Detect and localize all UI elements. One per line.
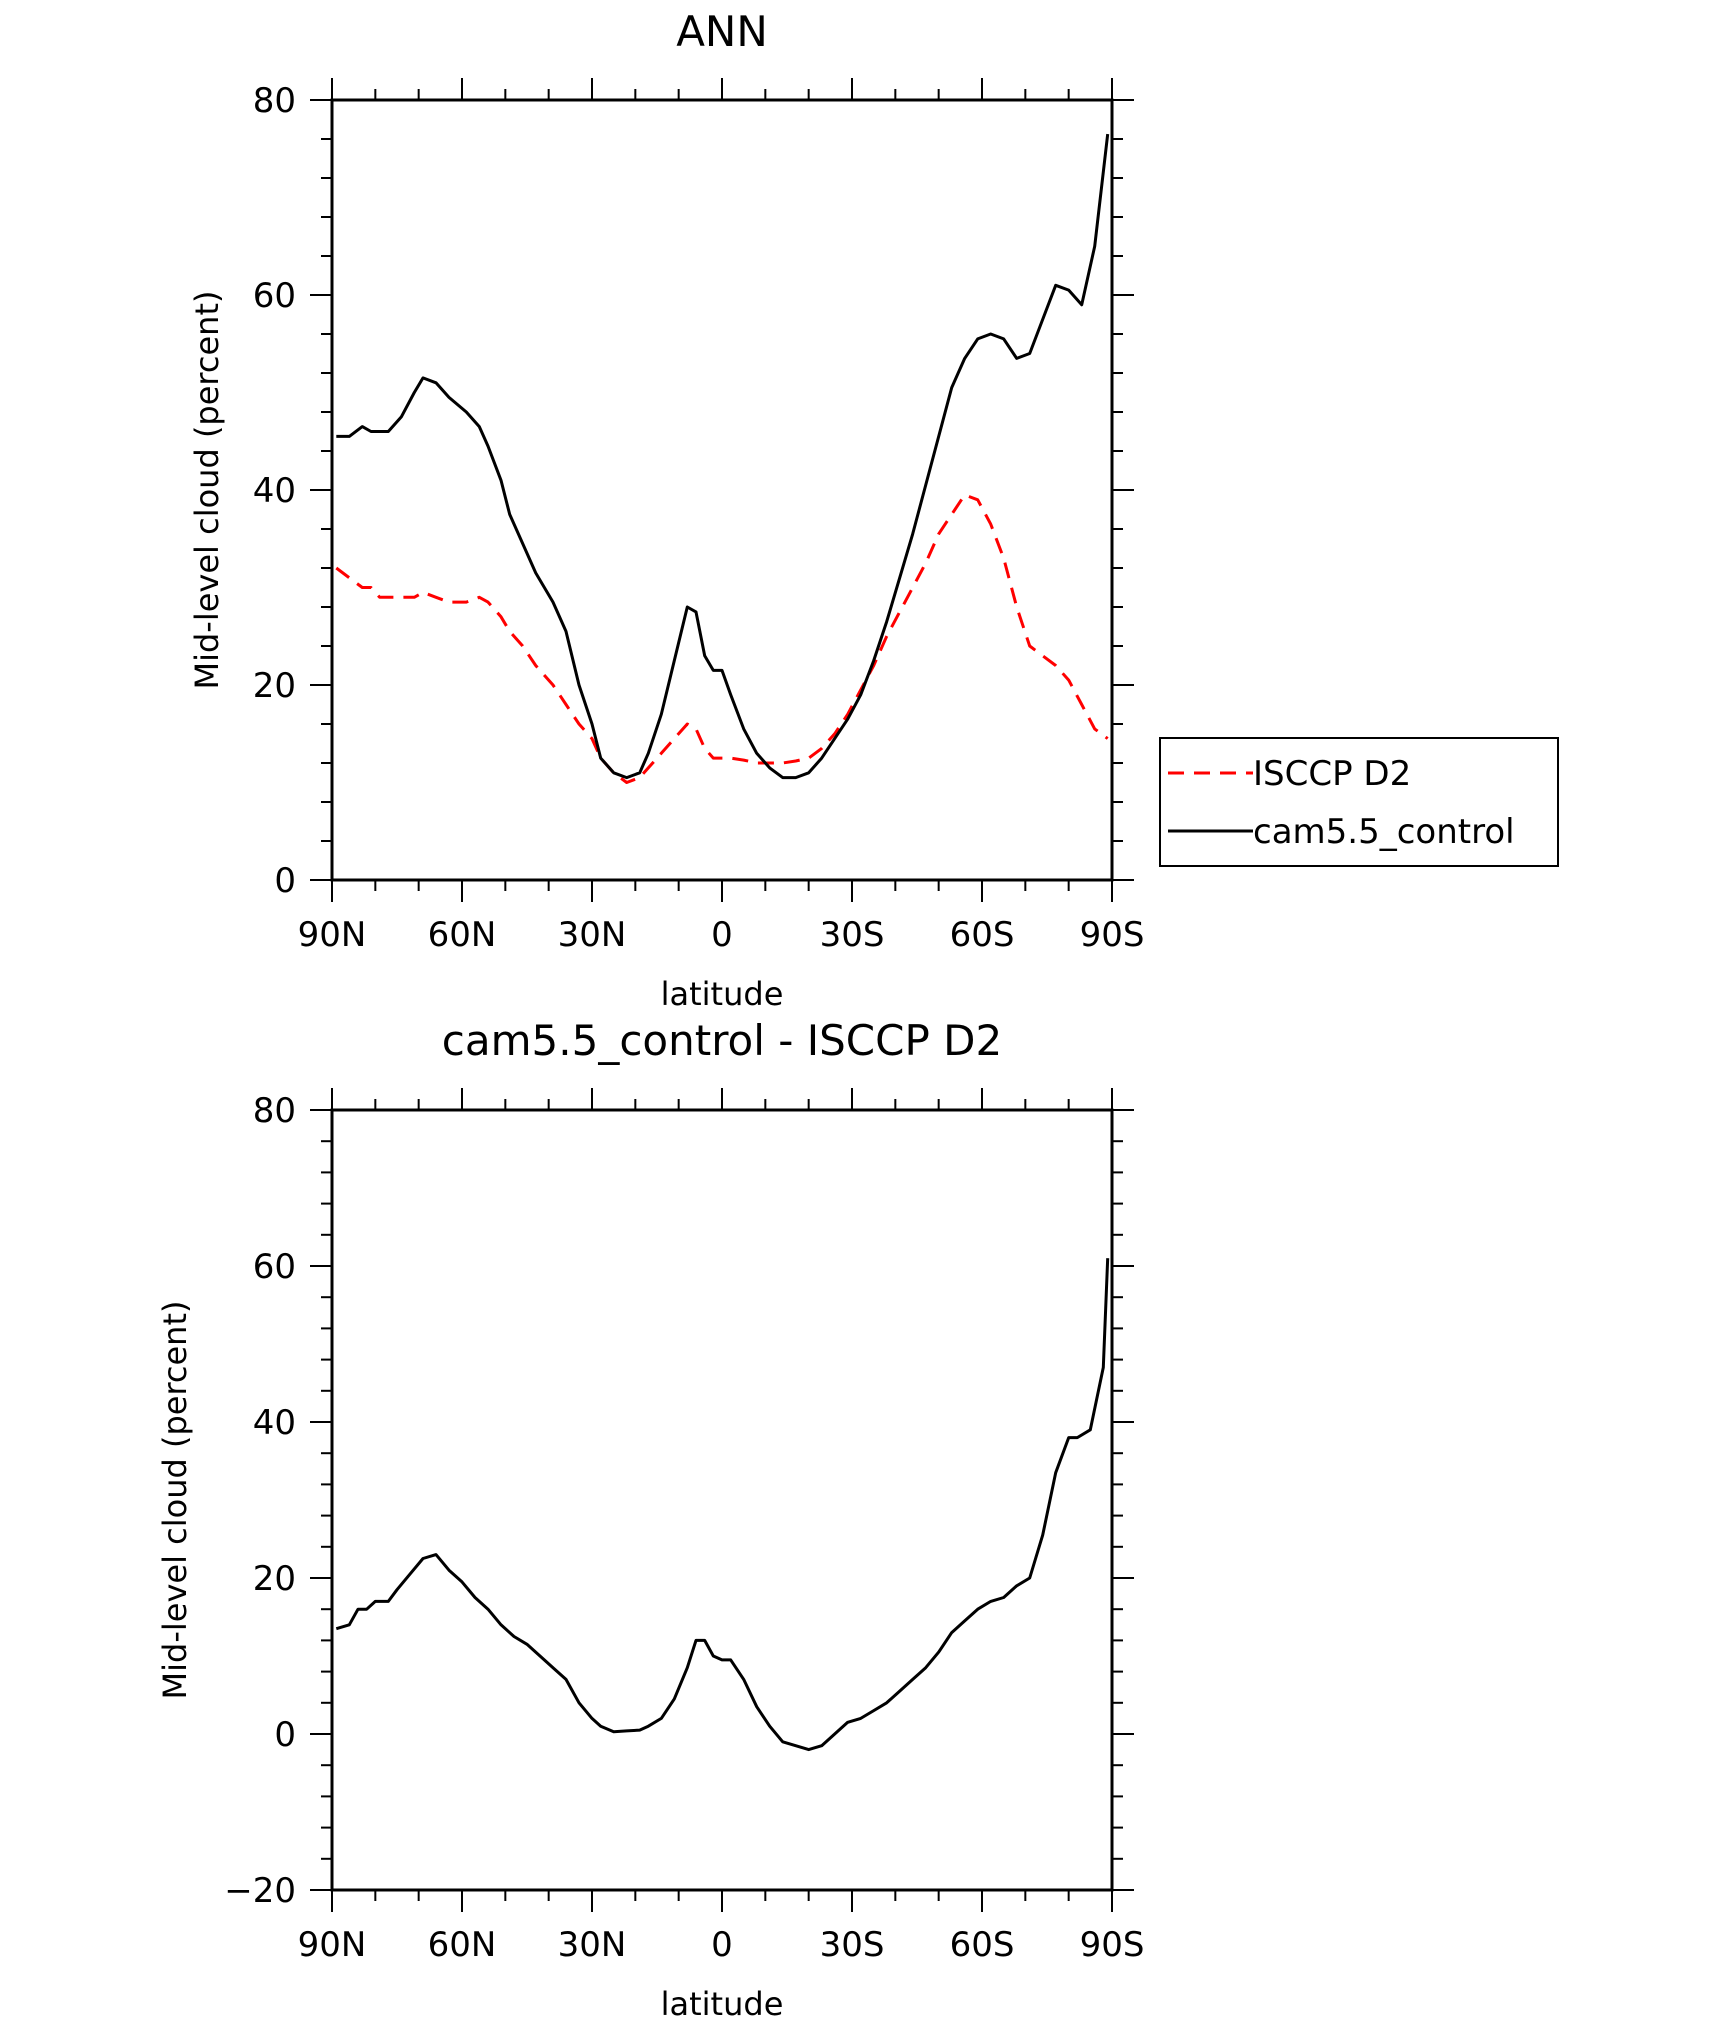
x-tick-label: 30N <box>558 915 627 955</box>
y-tick-label: 60 <box>253 276 296 316</box>
x-tick-label: 60N <box>428 915 497 955</box>
y-tick-label: 0 <box>274 1715 296 1755</box>
x-tick-label: 90N <box>298 1925 367 1965</box>
y-tick-label: 40 <box>253 471 296 511</box>
chart-title: cam5.5_control - ISCCP D2 <box>442 1016 1002 1065</box>
legend-label-isccp: ISCCP D2 <box>1253 754 1411 794</box>
legend-box <box>1159 737 1559 867</box>
y-tick-label: 20 <box>253 666 296 706</box>
plot-area: 0 20 40 60 80 90N 60N 30N 0 30S 60S 90S <box>253 78 1145 955</box>
x-tick-label: 30S <box>820 1925 885 1965</box>
y-tick-label: −20 <box>224 1871 296 1911</box>
y-tick-label: 60 <box>253 1247 296 1287</box>
plot-frame <box>330 1108 1114 1892</box>
x-tick-label: 90S <box>1080 915 1145 955</box>
y-tick-label: 0 <box>274 861 296 901</box>
x-tick-label: 30S <box>820 915 885 955</box>
y-axis-label: Mid-level cloud (percent) <box>188 291 226 690</box>
x-axis-label: latitude <box>661 975 784 1013</box>
x-tick-label: 0 <box>711 1925 733 1965</box>
x-tick-label: 30N <box>558 1925 627 1965</box>
series-line-cam5-5-control <box>336 133 1110 780</box>
y-axis-label: Mid-level cloud (percent) <box>156 1301 194 1700</box>
x-tick-label: 90S <box>1080 1925 1145 1965</box>
plot-frame <box>330 98 1114 882</box>
y-tick-label: 20 <box>253 1559 296 1599</box>
x-tick-label: 0 <box>711 915 733 955</box>
x-tick-label: 60S <box>950 915 1015 955</box>
y-tick-label: 80 <box>253 1091 296 1131</box>
x-tick-label: 60N <box>428 1925 497 1965</box>
x-axis-label: latitude <box>661 1985 784 2021</box>
x-tick-label: 60S <box>950 1925 1015 1965</box>
y-tick-label: 40 <box>253 1403 296 1443</box>
series-line-difference <box>335 1258 1110 1752</box>
top-panel: ANN 0 20 40 60 80 90N 60N 30N 0 30S 60S 90S latitud… <box>188 7 1559 1013</box>
series-line-isccp-d2 <box>335 493 1109 784</box>
chart-title: ANN <box>676 7 768 56</box>
legend-label-cam: cam5.5_control <box>1253 812 1515 852</box>
y-tick-label: 80 <box>253 81 296 121</box>
bottom-panel: cam5.5_control - ISCCP D2 −20 0 20 40 60 80 90… <box>156 1016 1144 2021</box>
legend: ISCCP D2 cam5.5_control <box>1159 737 1559 867</box>
plot-area: −20 0 20 40 60 80 90N 60N 30N 0 30S 60S 90S <box>224 1088 1144 1965</box>
x-tick-label: 90N <box>298 915 367 955</box>
